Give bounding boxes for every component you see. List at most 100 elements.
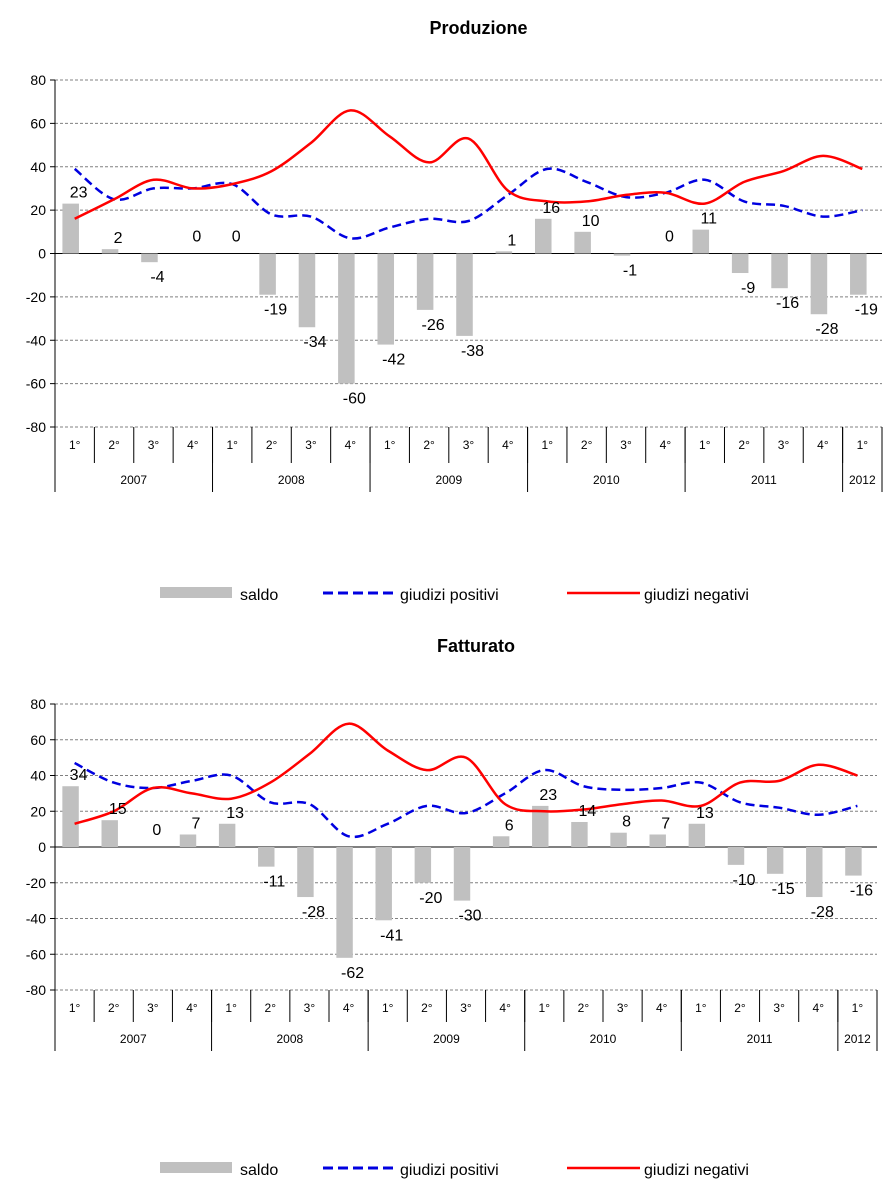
- y-tick-label: -80: [26, 982, 46, 998]
- bar-saldo: [259, 253, 276, 295]
- quarter-label: 3°: [148, 438, 160, 452]
- bar-saldo: [574, 231, 591, 254]
- data-label: 11: [700, 211, 717, 228]
- data-label: -38: [461, 343, 484, 360]
- quarter-label: 1°: [852, 1001, 864, 1015]
- legend-label-giudizi-positivi: giudizi positivi: [400, 1162, 499, 1179]
- y-tick-label: 80: [30, 696, 46, 712]
- data-label: -19: [855, 302, 878, 319]
- data-label: -28: [811, 904, 834, 921]
- year-label: 2008: [277, 1032, 304, 1046]
- data-label: 14: [579, 803, 597, 820]
- line-giudizi-negativi: [74, 109, 863, 220]
- quarter-label: 2°: [581, 438, 593, 452]
- line-giudizi-negativi: [74, 722, 858, 825]
- y-tick-label: -60: [26, 376, 46, 392]
- year-label: 2007: [120, 1032, 147, 1046]
- quarter-label: 1°: [699, 438, 711, 452]
- quarter-label: 3°: [778, 438, 790, 452]
- data-label: 0: [665, 229, 674, 246]
- year-label: 2010: [590, 1032, 617, 1046]
- quarter-label: 2°: [266, 438, 278, 452]
- bar-saldo: [613, 253, 631, 256]
- chart-title: Produzione: [430, 18, 528, 38]
- data-label: -16: [850, 883, 873, 900]
- data-label: 1: [507, 232, 516, 249]
- year-label: 2008: [278, 473, 305, 487]
- bar-saldo: [731, 253, 749, 274]
- quarter-label: 3°: [305, 438, 317, 452]
- data-label: -4: [150, 269, 164, 286]
- y-tick-label: -80: [26, 419, 46, 435]
- data-label: 15: [109, 801, 127, 818]
- bar-saldo: [414, 847, 432, 883]
- bar-saldo: [456, 253, 473, 336]
- bar-saldo: [810, 253, 828, 315]
- legend-swatch-saldo: [160, 1162, 232, 1173]
- data-label: 13: [226, 805, 244, 822]
- data-label: -60: [343, 391, 366, 408]
- y-tick-label: 0: [38, 839, 46, 855]
- year-label: 2011: [747, 1032, 773, 1046]
- data-label: 8: [622, 814, 631, 831]
- y-tick-label: 40: [30, 768, 46, 784]
- bar-saldo: [453, 847, 471, 901]
- data-label: 23: [539, 787, 557, 804]
- bar-saldo: [258, 847, 275, 867]
- y-tick-label: -40: [26, 332, 46, 348]
- y-tick-label: 0: [38, 246, 46, 262]
- y-tick-label: 80: [30, 72, 46, 88]
- y-tick-label: 20: [30, 202, 46, 218]
- bar-saldo: [727, 847, 745, 865]
- quarter-label: 4°: [345, 438, 357, 452]
- quarter-label: 2°: [423, 438, 435, 452]
- quarter-label: 3°: [460, 1001, 472, 1015]
- bar-saldo: [771, 253, 788, 289]
- quarter-label: 1°: [384, 438, 396, 452]
- data-label: -11: [263, 874, 285, 891]
- bar-saldo: [62, 786, 79, 847]
- bar-saldo: [534, 218, 552, 254]
- chart-title: Fatturato: [437, 636, 515, 656]
- quarter-label: 4°: [813, 1001, 825, 1015]
- line-giudizi-positivi: [73, 167, 863, 240]
- bar-saldo: [532, 805, 549, 847]
- quarter-label: 1°: [382, 1001, 394, 1015]
- quarter-label: 4°: [187, 438, 199, 452]
- bar-saldo: [845, 847, 862, 876]
- quarter-label: 2°: [738, 438, 750, 452]
- quarter-label: 1°: [225, 1001, 237, 1015]
- quarter-label: 3°: [773, 1001, 785, 1015]
- bar-saldo: [375, 847, 392, 921]
- bar-saldo: [610, 832, 627, 847]
- data-label: -62: [341, 965, 364, 982]
- bar-saldo: [688, 823, 706, 847]
- bar-saldo: [806, 847, 823, 898]
- bar-saldo: [62, 203, 79, 254]
- quarter-label: 3°: [617, 1001, 629, 1015]
- legend-swatch-saldo: [160, 587, 232, 598]
- quarter-label: 4°: [817, 438, 829, 452]
- quarter-label: 2°: [108, 1001, 120, 1015]
- data-label: -28: [815, 321, 838, 338]
- y-tick-label: 40: [30, 159, 46, 175]
- bar-saldo: [692, 229, 710, 254]
- quarter-label: 3°: [620, 438, 632, 452]
- quarter-label: 3°: [147, 1001, 159, 1015]
- data-label: -9: [741, 280, 755, 297]
- year-label: 2007: [120, 473, 147, 487]
- quarter-label: 2°: [421, 1001, 433, 1015]
- quarter-label: 4°: [502, 438, 514, 452]
- quarter-label: 4°: [660, 438, 672, 452]
- data-label: -42: [382, 352, 405, 369]
- quarter-label: 1°: [857, 438, 869, 452]
- data-label: -30: [458, 908, 481, 925]
- data-label: -34: [303, 334, 326, 351]
- data-label: -10: [732, 872, 755, 889]
- quarter-label: 2°: [108, 438, 120, 452]
- quarter-label: 2°: [734, 1001, 746, 1015]
- bar-saldo: [218, 823, 236, 847]
- bar-saldo: [101, 820, 118, 847]
- legend-label-saldo: saldo: [240, 1162, 278, 1179]
